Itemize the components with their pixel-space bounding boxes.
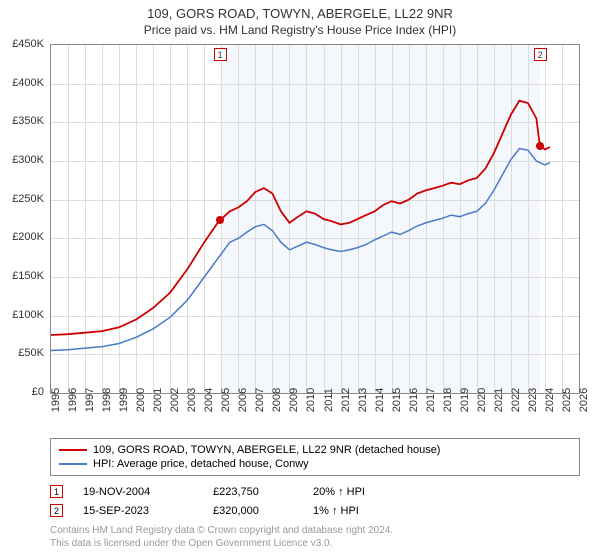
x-tick-label: 2013 — [357, 388, 369, 412]
x-tick-label: 2012 — [340, 388, 352, 412]
y-tick-label: £250K — [12, 193, 44, 205]
x-tick-label: 2008 — [271, 388, 283, 412]
x-tick-label: 2002 — [169, 388, 181, 412]
x-tick-label: 1997 — [84, 388, 96, 412]
transaction-marker: 2 — [534, 48, 547, 61]
x-tick-label: 2025 — [561, 388, 573, 412]
legend-and-footer: 109, GORS ROAD, TOWYN, ABERGELE, LL22 9N… — [50, 438, 580, 550]
x-tick-label: 2024 — [544, 388, 556, 412]
transaction-row: 1 19-NOV-2004£223,75020% ↑ HPI — [50, 482, 580, 501]
chart-container: 109, GORS ROAD, TOWYN, ABERGELE, LL22 9N… — [0, 0, 600, 560]
footer-line: This data is licensed under the Open Gov… — [50, 537, 580, 550]
y-tick-label: £0 — [32, 386, 44, 398]
transaction-date: 15-SEP-2023 — [83, 505, 213, 517]
x-tick-label: 1998 — [101, 388, 113, 412]
x-tick-label: 2003 — [186, 388, 198, 412]
transaction-row: 2 15-SEP-2023£320,0001% ↑ HPI — [50, 501, 580, 520]
x-tick-label: 1996 — [67, 388, 79, 412]
line-series — [51, 45, 579, 393]
chart-subtitle: Price paid vs. HM Land Registry's House … — [0, 21, 600, 37]
transaction-date: 19-NOV-2004 — [83, 486, 213, 498]
legend-swatch — [59, 463, 87, 465]
x-tick-label: 2016 — [408, 388, 420, 412]
x-tick-label: 2014 — [374, 388, 386, 412]
transaction-dot — [536, 142, 544, 150]
plot-area: 12 — [50, 44, 580, 394]
legend-item: HPI: Average price, detached house, Conw… — [59, 457, 571, 471]
x-tick-label: 2018 — [442, 388, 454, 412]
x-tick-label: 2004 — [203, 388, 215, 412]
transaction-dot — [216, 216, 224, 224]
footer-line: Contains HM Land Registry data © Crown c… — [50, 524, 580, 537]
x-tick-label: 1999 — [118, 388, 130, 412]
x-tick-label: 2020 — [476, 388, 488, 412]
x-tick-label: 2023 — [527, 388, 539, 412]
y-axis: £0£50K£100K£150K£200K£250K£300K£350K£400… — [0, 44, 48, 394]
x-axis: 1995199619971998199920002001200220032004… — [50, 396, 580, 436]
x-tick-label: 2011 — [323, 388, 335, 412]
y-tick-label: £100K — [12, 309, 44, 321]
x-tick-label: 2022 — [510, 388, 522, 412]
y-tick-label: £300K — [12, 154, 44, 166]
transaction-diff: 1% ↑ HPI — [313, 505, 580, 517]
y-tick-label: £150K — [12, 270, 44, 282]
x-tick-label: 2017 — [425, 388, 437, 412]
x-tick-label: 2019 — [459, 388, 471, 412]
transaction-diff: 20% ↑ HPI — [313, 486, 580, 498]
x-tick-label: 2026 — [578, 388, 590, 412]
legend-box: 109, GORS ROAD, TOWYN, ABERGELE, LL22 9N… — [50, 438, 580, 476]
x-tick-label: 2006 — [237, 388, 249, 412]
transaction-table: 1 19-NOV-2004£223,75020% ↑ HPI 2 15-SEP-202… — [50, 482, 580, 520]
transaction-price: £223,750 — [213, 486, 313, 498]
chart-title: 109, GORS ROAD, TOWYN, ABERGELE, LL22 9N… — [0, 0, 600, 21]
transaction-price: £320,000 — [213, 505, 313, 517]
x-tick-label: 2010 — [305, 388, 317, 412]
x-tick-label: 2021 — [493, 388, 505, 412]
x-tick-label: 2007 — [254, 388, 266, 412]
transaction-marker: 1 — [214, 48, 227, 61]
legend-label: 109, GORS ROAD, TOWYN, ABERGELE, LL22 9N… — [93, 444, 440, 456]
series-line — [51, 101, 550, 335]
y-tick-label: £200K — [12, 231, 44, 243]
x-tick-label: 2000 — [135, 388, 147, 412]
y-tick-label: £400K — [12, 77, 44, 89]
y-tick-label: £50K — [18, 347, 44, 359]
x-tick-label: 2001 — [152, 388, 164, 412]
transaction-row-marker: 2 — [50, 504, 63, 517]
legend-item: 109, GORS ROAD, TOWYN, ABERGELE, LL22 9N… — [59, 443, 571, 457]
x-tick-label: 1995 — [50, 388, 62, 412]
x-tick-label: 2005 — [220, 388, 232, 412]
x-tick-label: 2015 — [391, 388, 403, 412]
y-tick-label: £350K — [12, 115, 44, 127]
x-tick-label: 2009 — [288, 388, 300, 412]
footer-text: Contains HM Land Registry data © Crown c… — [50, 524, 580, 550]
legend-label: HPI: Average price, detached house, Conw… — [93, 458, 309, 470]
y-tick-label: £450K — [12, 38, 44, 50]
transaction-row-marker: 1 — [50, 485, 63, 498]
legend-swatch — [59, 449, 87, 451]
